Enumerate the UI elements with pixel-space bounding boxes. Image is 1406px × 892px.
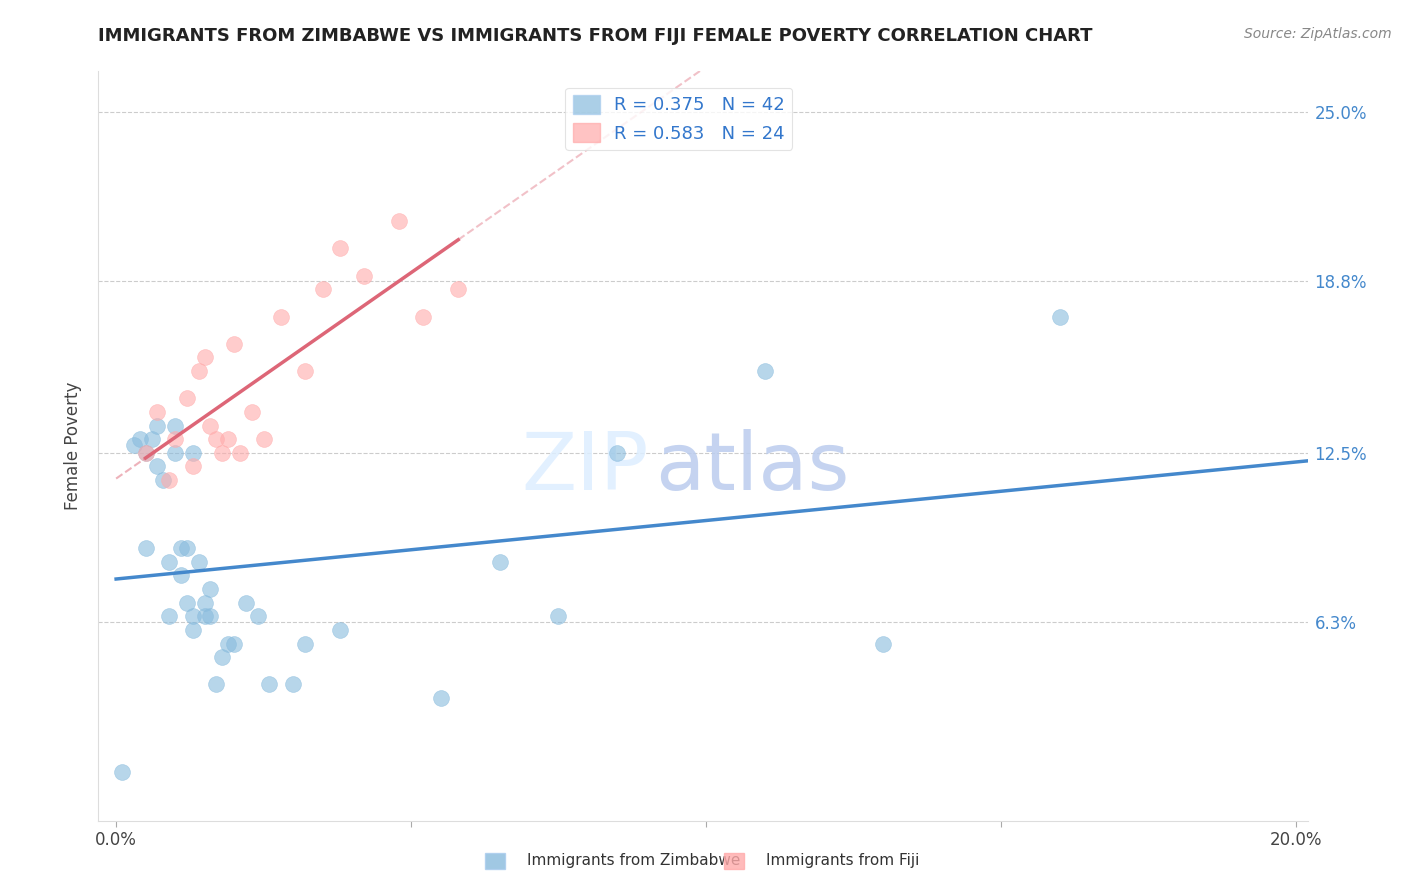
Point [181,459,204,474]
Point [246,609,269,624]
Point [547,609,569,624]
Point [176,541,198,556]
Point [135,446,157,460]
Point [194,609,217,624]
Point [270,310,292,324]
Point [294,636,316,650]
Point [146,418,169,433]
Point [111,764,134,779]
Text: Source: ZipAtlas.com: Source: ZipAtlas.com [1244,27,1392,41]
Point [205,432,228,446]
Point [252,432,274,446]
Point [165,432,187,446]
Point [146,405,169,419]
Point [240,405,263,419]
Point [181,446,204,460]
Point [294,364,316,378]
Point [872,636,894,650]
Y-axis label: Female Poverty: Female Poverty [65,382,83,510]
Point [412,310,434,324]
Point [211,446,233,460]
Point [194,596,217,610]
Legend: R = 0.375   N = 42, R = 0.583   N = 24: R = 0.375 N = 42, R = 0.583 N = 24 [565,88,792,150]
Point [165,418,187,433]
Point [222,336,245,351]
Point [181,609,204,624]
Point [1049,310,1071,324]
Text: Immigrants from Fiji: Immigrants from Fiji [766,854,920,868]
Point [447,282,470,296]
Point [187,555,209,569]
Point [353,268,375,283]
Point [152,473,174,487]
Point [157,609,180,624]
Point [205,677,228,691]
Point [281,677,304,691]
Point [222,636,245,650]
Text: Immigrants from Zimbabwe: Immigrants from Zimbabwe [527,854,741,868]
Point [181,623,204,637]
Point [217,432,239,446]
Point [128,432,150,446]
Point [165,446,187,460]
Point [176,596,198,610]
Point [217,636,239,650]
Point [146,459,169,474]
Point [200,582,222,596]
Point [200,418,222,433]
Point [157,473,180,487]
Point [606,446,628,460]
Point [141,432,163,446]
Point [429,691,451,706]
Point [135,541,157,556]
Text: atlas: atlas [655,429,849,508]
Point [122,437,145,451]
Point [329,242,352,256]
Point [754,364,776,378]
Point [194,351,217,365]
Point [187,364,209,378]
Text: ZIP: ZIP [522,429,648,508]
Point [200,609,222,624]
Point [311,282,333,296]
Point [135,446,157,460]
Point [488,555,510,569]
Point [170,568,193,582]
Text: IMMIGRANTS FROM ZIMBABWE VS IMMIGRANTS FROM FIJI FEMALE POVERTY CORRELATION CHAR: IMMIGRANTS FROM ZIMBABWE VS IMMIGRANTS F… [98,27,1092,45]
Point [259,677,281,691]
Point [211,650,233,665]
Point [329,623,352,637]
Point [235,596,257,610]
Point [388,214,411,228]
Point [170,541,193,556]
Point [157,555,180,569]
Point [176,392,198,406]
Point [229,446,252,460]
